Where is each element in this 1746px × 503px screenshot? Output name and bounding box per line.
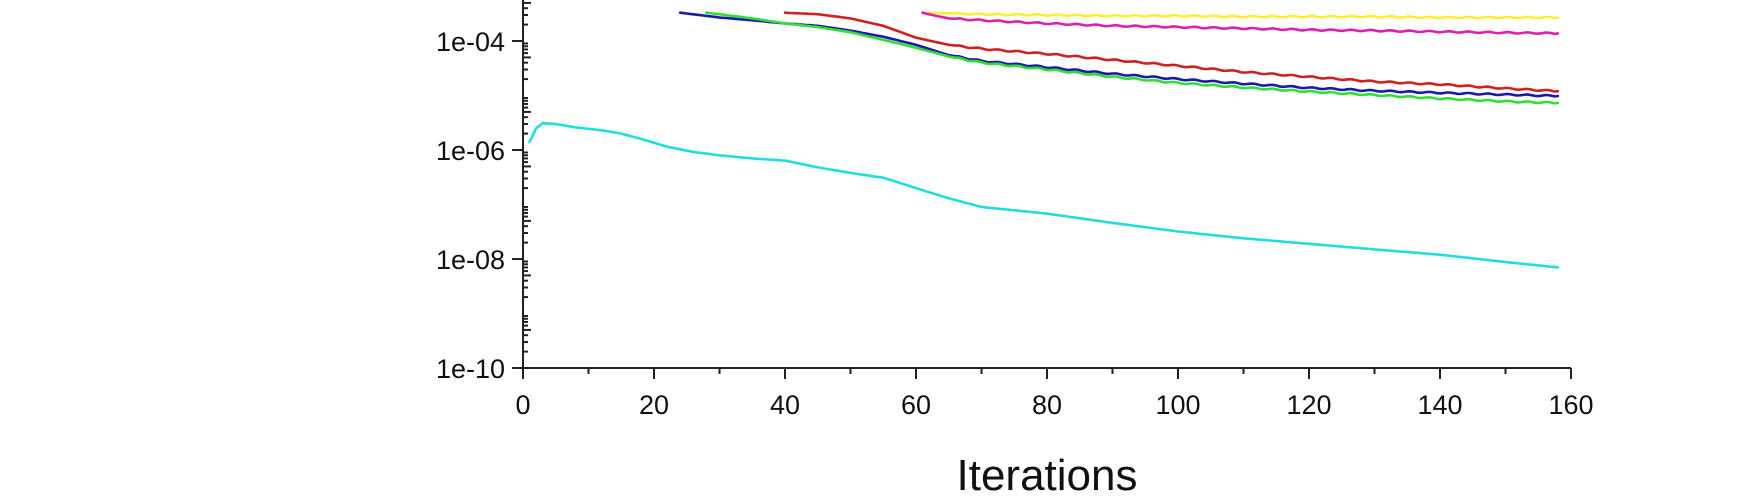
x-tick-label: 120 <box>1286 390 1331 420</box>
series-line-6 <box>528 121 1560 269</box>
y-tick-label: 1e-06 <box>436 136 505 166</box>
x-tick-label: 140 <box>1417 390 1462 420</box>
series-line-5 <box>705 11 1560 105</box>
y-tick-label: 1e-08 <box>436 245 505 275</box>
x-tick-label: 100 <box>1155 390 1200 420</box>
x-tick-label: 20 <box>639 390 669 420</box>
y-tick-label: 1e-04 <box>436 27 505 57</box>
x-tick-label: 160 <box>1548 390 1593 420</box>
series-line-3 <box>783 11 1560 93</box>
series-layer <box>528 11 1560 269</box>
series-line-2 <box>921 11 1560 36</box>
x-tick-label: 0 <box>515 390 530 420</box>
series-line-1 <box>927 11 1560 20</box>
x-tick-label: 60 <box>901 390 931 420</box>
axes-layer: 0 20 40 60 80 100 120 140 160 1e-10 1e-08 1e-06 1e-0… <box>436 0 1594 420</box>
x-axis-title: Iterations <box>957 451 1138 500</box>
x-tick-label: 80 <box>1032 390 1062 420</box>
x-tick-label: 40 <box>770 390 800 420</box>
y-tick-label: 1e-10 <box>436 354 505 384</box>
